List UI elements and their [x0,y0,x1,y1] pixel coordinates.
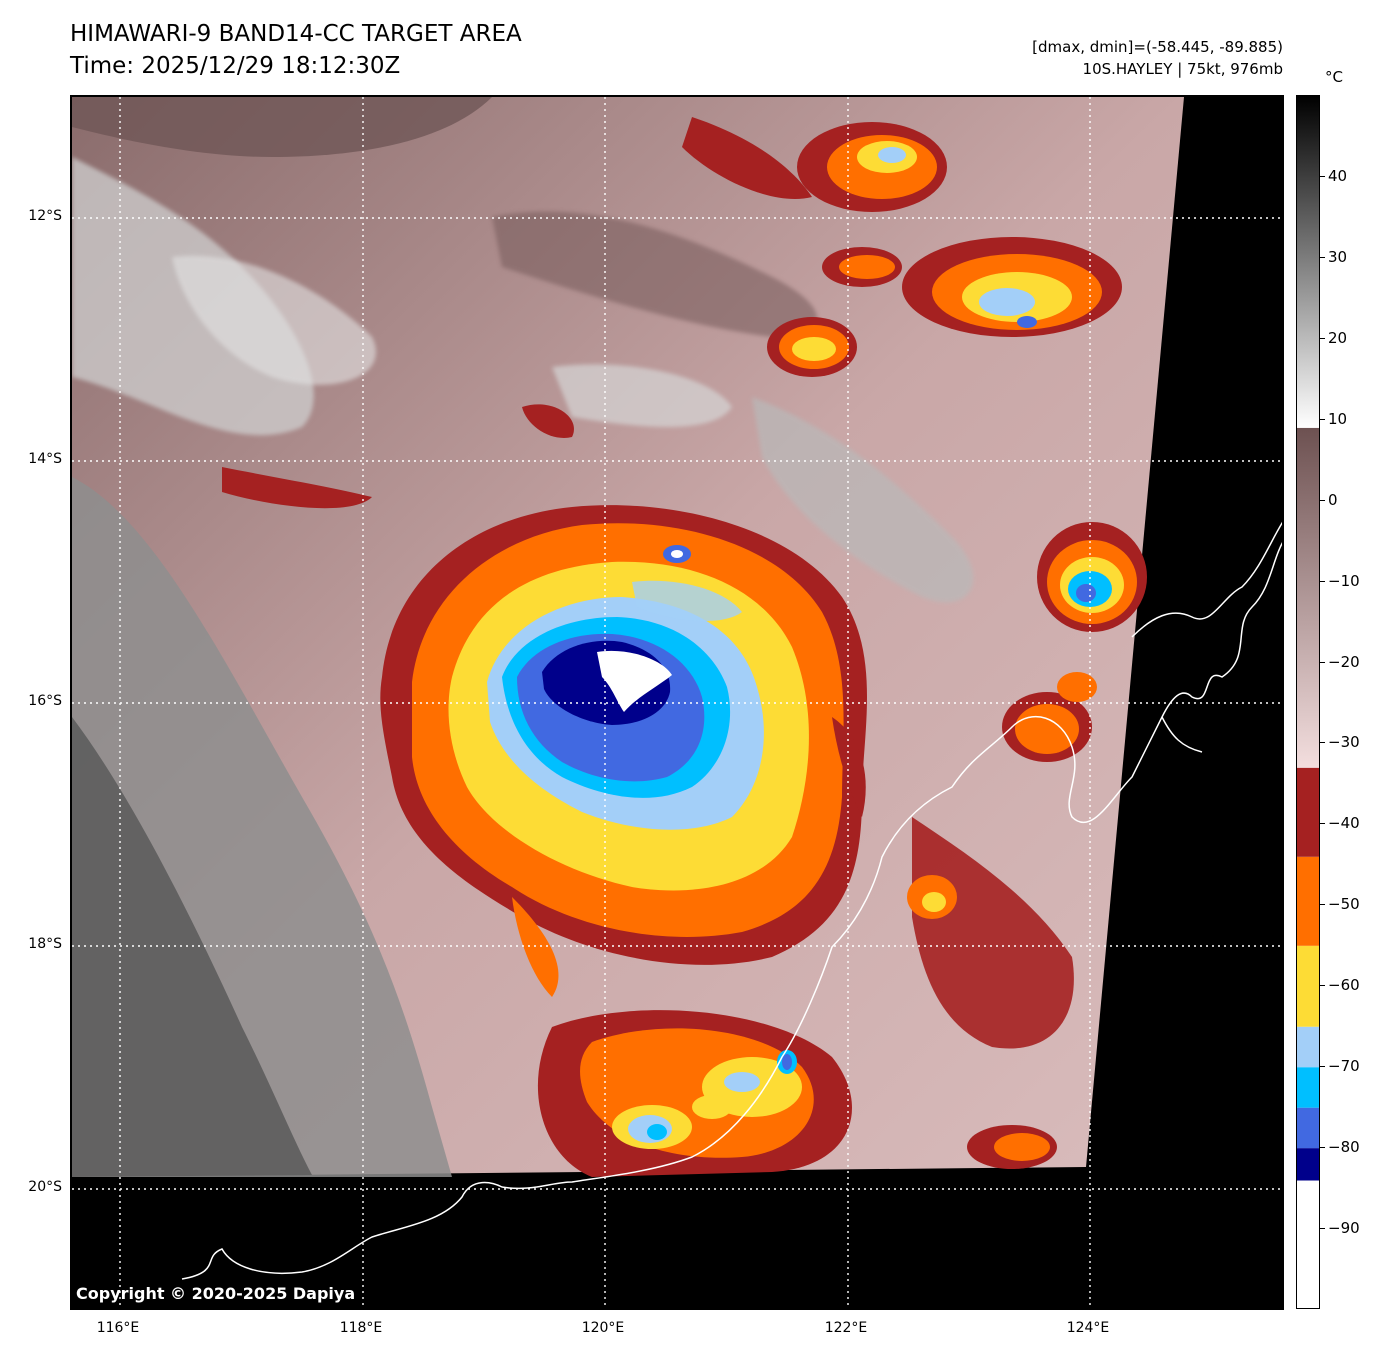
southern-convection [537,1010,852,1177]
colorbar [1296,95,1320,1309]
lat-label-12s: 12°S [28,208,62,224]
colorbar-band [1297,945,1319,1027]
colorbar-tick-label: −40 [1328,814,1360,833]
colorbar-tick-label: −10 [1328,571,1360,590]
colorbar-tick-label: 10 [1328,409,1348,428]
lat-label-16s: 16°S [28,693,62,709]
colorbar-unit: °C [1325,68,1343,86]
colorbar-tick-label: −80 [1328,1138,1360,1157]
colorbar-tick-label: −60 [1328,976,1360,995]
colorbar-gradient [1297,427,1319,768]
colorbar-tick [1320,499,1325,501]
colorbar-tick [1320,580,1325,582]
colorbar-tick [1320,985,1325,987]
colorbar-band [1297,1026,1319,1068]
colorbar-band [1297,856,1319,946]
colorbar-tick [1320,661,1325,663]
colorbar-band [1297,1107,1319,1149]
coastline [181,521,1282,1280]
colorbar-band [1297,1067,1319,1108]
colorbar-tick [1320,1228,1325,1230]
colorbar-tick [1320,823,1325,825]
intensity-range-text: [dmax, dmin]=(-58.445, -89.885) [1032,38,1283,56]
lon-label-122e: 122°E [824,1320,868,1336]
colorbar-tick [1320,418,1325,420]
colorbar-band [1297,767,1319,857]
colorbar-tick-label: −70 [1328,1057,1360,1076]
satellite-imagery [72,97,1282,1308]
lon-label-118e: 118°E [339,1320,383,1336]
colorbar-gradient [1297,96,1319,428]
colorbar-tick-label: −20 [1328,652,1360,671]
colorbar-tick [1320,1147,1325,1149]
colorbar-tick-label: −90 [1328,1219,1360,1238]
lat-label-18s: 18°S [28,936,62,952]
colorbar-tick-label: 20 [1328,328,1348,347]
colorbar-band [1297,1180,1319,1308]
lon-label-116e: 116°E [96,1320,140,1336]
colorbar-tick-label: 0 [1328,490,1338,509]
colorbar-tick-label: 40 [1328,166,1348,185]
lon-label-124e: 124°E [1066,1320,1110,1336]
colorbar-tick [1320,337,1325,339]
colorbar-tick [1320,1066,1325,1068]
colorbar-tick-label: −30 [1328,733,1360,752]
colorbar-band [1297,1148,1319,1181]
colorbar-tick [1320,742,1325,744]
colorbar-tick-label: −50 [1328,895,1360,914]
colorbar-scale [1297,96,1319,1308]
colorbar-tick [1320,256,1325,258]
storm-info-text: 10S.HAYLEY | 75kt, 976mb [1082,60,1283,78]
lon-label-120e: 120°E [581,1320,625,1336]
title-line-1: HIMAWARI-9 BAND14-CC TARGET AREA [70,21,522,47]
lat-label-14s: 14°S [28,451,62,467]
lat-label-20s: 20°S [28,1179,62,1195]
copyright-text: Copyright © 2020-2025 Dapiya [76,1284,356,1303]
title-line-2: Time: 2025/12/29 18:12:30Z [70,53,401,79]
colorbar-tick [1320,175,1325,177]
colorbar-tick-label: 30 [1328,247,1348,266]
cyclone-core [380,505,867,997]
graticule [72,97,1282,1308]
colorbar-tick [1320,904,1325,906]
satellite-map [70,95,1284,1310]
convective-cells [222,117,1147,1169]
